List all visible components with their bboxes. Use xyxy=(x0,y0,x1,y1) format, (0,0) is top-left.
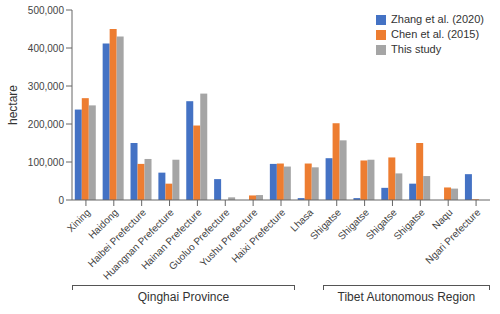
svg-text:Lhasa: Lhasa xyxy=(288,206,316,234)
svg-text:Shigatse: Shigatse xyxy=(391,206,427,242)
svg-text:Naqu: Naqu xyxy=(430,207,455,232)
svg-text:Shigatse: Shigatse xyxy=(363,206,399,242)
html-text:Chen et al. (2015): Chen et al. (2015) xyxy=(391,28,480,40)
html-text:Zhang et al. (2020): Zhang et al. (2020) xyxy=(391,13,484,25)
svg-text:500,000: 500,000 xyxy=(28,5,65,16)
html-text:Qinghai Province: Qinghai Province xyxy=(137,290,230,304)
svg-text:Shigatse: Shigatse xyxy=(335,206,371,242)
svg-text:Haidong: Haidong xyxy=(86,206,121,241)
html-text:Tibet Autonomous Region: Tibet Autonomous Region xyxy=(337,290,476,304)
svg-text:Haixi Prefecture: Haixi Prefecture xyxy=(229,206,287,264)
svg-text:Guoluo Prefecture: Guoluo Prefecture xyxy=(166,206,232,272)
svg-text:300,000: 300,000 xyxy=(28,81,65,92)
svg-text:Yushu Prefecture: Yushu Prefecture xyxy=(197,206,260,269)
svg-text:0: 0 xyxy=(58,195,64,206)
svg-text:Ngari Prefecture: Ngari Prefecture xyxy=(423,206,483,266)
svg-text:200,000: 200,000 xyxy=(28,119,65,130)
svg-text:Shigatse: Shigatse xyxy=(307,206,344,242)
svg-text:100,000: 100,000 xyxy=(28,157,65,168)
svg-text:hectare: hectare xyxy=(8,85,20,125)
svg-text:Hainan Prefecture: Hainan Prefecture xyxy=(139,206,204,272)
svg-text:Xining: Xining xyxy=(64,206,93,235)
svg-text:Haibei Prefecture: Haibei Prefecture xyxy=(85,206,149,270)
svg-text:Huangnan Prefecture: Huangnan Prefecture xyxy=(101,206,176,282)
svg-text:400,000: 400,000 xyxy=(28,43,65,54)
html-text:This study: This study xyxy=(391,43,442,55)
